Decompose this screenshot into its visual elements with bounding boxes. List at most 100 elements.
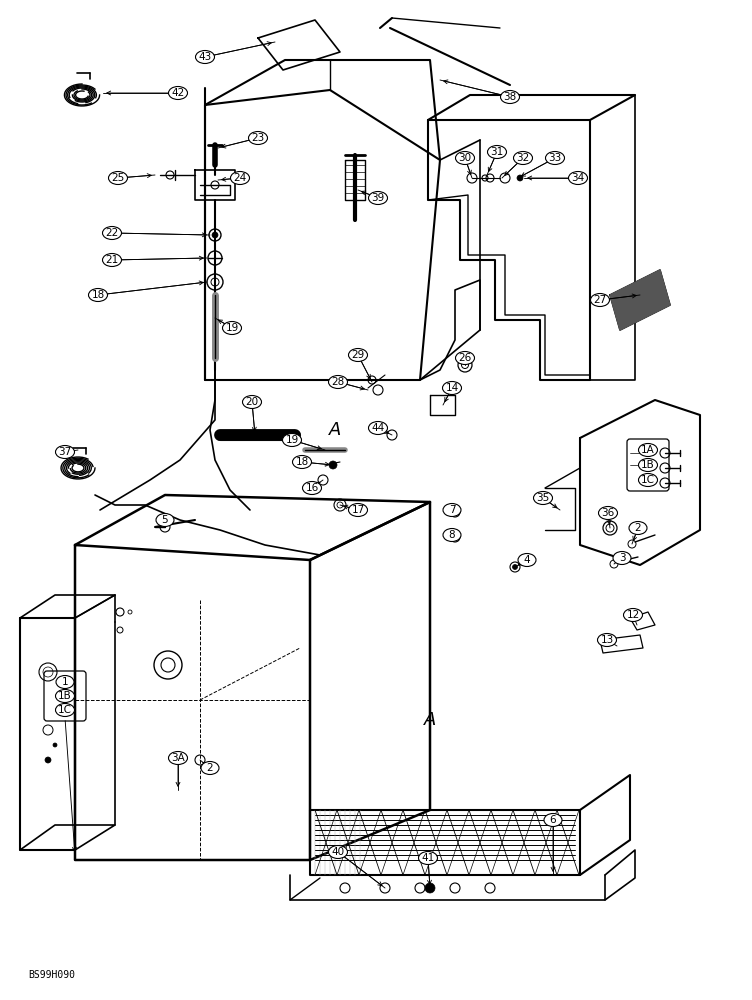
Ellipse shape xyxy=(599,506,617,520)
Text: 3: 3 xyxy=(619,553,626,563)
Text: BS99H090: BS99H090 xyxy=(28,970,75,980)
Ellipse shape xyxy=(456,151,475,164)
Ellipse shape xyxy=(544,814,562,826)
Text: 19: 19 xyxy=(285,435,299,445)
Text: 4: 4 xyxy=(523,555,530,565)
Ellipse shape xyxy=(201,762,219,774)
Text: 23: 23 xyxy=(251,133,265,143)
Text: 6: 6 xyxy=(550,815,556,825)
Ellipse shape xyxy=(514,151,532,164)
Text: 16: 16 xyxy=(305,483,319,493)
Text: 29: 29 xyxy=(351,350,365,360)
Ellipse shape xyxy=(56,690,74,702)
Ellipse shape xyxy=(629,522,647,534)
Text: 36: 36 xyxy=(602,508,614,518)
Text: 30: 30 xyxy=(459,153,472,163)
Ellipse shape xyxy=(56,704,74,716)
Ellipse shape xyxy=(329,846,347,858)
Text: 5: 5 xyxy=(162,515,168,525)
Circle shape xyxy=(53,743,57,747)
Ellipse shape xyxy=(56,446,74,458)
Text: 12: 12 xyxy=(626,610,640,620)
Ellipse shape xyxy=(156,514,174,526)
Ellipse shape xyxy=(293,456,311,468)
Text: 39: 39 xyxy=(371,193,384,203)
Text: 1C: 1C xyxy=(641,475,655,485)
Text: 32: 32 xyxy=(517,153,529,163)
Text: 43: 43 xyxy=(199,52,211,62)
Ellipse shape xyxy=(419,852,438,864)
Ellipse shape xyxy=(223,322,241,334)
Ellipse shape xyxy=(102,253,122,266)
Text: 3A: 3A xyxy=(171,753,185,763)
Ellipse shape xyxy=(638,444,657,456)
Ellipse shape xyxy=(368,192,387,205)
Polygon shape xyxy=(610,270,670,330)
Text: 21: 21 xyxy=(105,255,119,265)
Circle shape xyxy=(43,667,53,677)
Text: 26: 26 xyxy=(459,353,472,363)
Circle shape xyxy=(45,757,51,763)
Text: 2: 2 xyxy=(635,523,641,533)
Ellipse shape xyxy=(501,91,520,104)
Circle shape xyxy=(513,564,517,570)
Ellipse shape xyxy=(89,288,108,302)
Ellipse shape xyxy=(348,349,368,361)
Text: 7: 7 xyxy=(449,505,455,515)
Text: 18: 18 xyxy=(296,457,308,467)
Ellipse shape xyxy=(302,482,322,494)
Ellipse shape xyxy=(443,504,461,516)
Text: 33: 33 xyxy=(548,153,562,163)
Text: 24: 24 xyxy=(233,173,247,183)
Text: 17: 17 xyxy=(351,505,365,515)
Ellipse shape xyxy=(487,145,507,158)
Text: 20: 20 xyxy=(245,397,259,407)
Text: 42: 42 xyxy=(171,88,185,98)
Circle shape xyxy=(212,232,218,238)
Ellipse shape xyxy=(56,676,74,688)
Text: 1A: 1A xyxy=(641,445,655,455)
Text: 14: 14 xyxy=(445,383,459,393)
Text: 19: 19 xyxy=(226,323,238,333)
Ellipse shape xyxy=(638,458,657,472)
Ellipse shape xyxy=(168,87,187,100)
Text: 38: 38 xyxy=(503,92,517,102)
Ellipse shape xyxy=(368,422,387,434)
Ellipse shape xyxy=(348,504,368,516)
Ellipse shape xyxy=(545,151,565,164)
Text: 13: 13 xyxy=(600,635,614,645)
Ellipse shape xyxy=(518,554,536,566)
Text: 1B: 1B xyxy=(58,691,72,701)
Ellipse shape xyxy=(168,752,187,764)
Ellipse shape xyxy=(638,474,657,487)
Ellipse shape xyxy=(108,172,128,184)
Ellipse shape xyxy=(283,434,302,446)
Text: 2: 2 xyxy=(207,763,214,773)
Ellipse shape xyxy=(533,491,553,504)
Text: 8: 8 xyxy=(449,530,455,540)
Ellipse shape xyxy=(598,634,617,647)
Ellipse shape xyxy=(442,381,462,394)
Ellipse shape xyxy=(613,552,631,564)
Text: A: A xyxy=(329,421,341,439)
Ellipse shape xyxy=(590,294,610,306)
Ellipse shape xyxy=(456,352,475,364)
Ellipse shape xyxy=(231,172,250,184)
Text: 1: 1 xyxy=(62,677,68,687)
Text: 22: 22 xyxy=(105,228,119,238)
Circle shape xyxy=(329,461,337,469)
Ellipse shape xyxy=(102,227,122,239)
Ellipse shape xyxy=(248,131,268,144)
Circle shape xyxy=(517,175,523,181)
Text: A: A xyxy=(424,711,436,729)
Ellipse shape xyxy=(443,528,461,542)
Text: 35: 35 xyxy=(536,493,550,503)
Ellipse shape xyxy=(196,50,214,64)
Text: 34: 34 xyxy=(572,173,584,183)
Ellipse shape xyxy=(329,375,347,388)
Circle shape xyxy=(425,883,435,893)
Text: 40: 40 xyxy=(332,847,344,857)
Text: 28: 28 xyxy=(332,377,344,387)
Text: 27: 27 xyxy=(593,295,607,305)
Text: 41: 41 xyxy=(421,853,435,863)
